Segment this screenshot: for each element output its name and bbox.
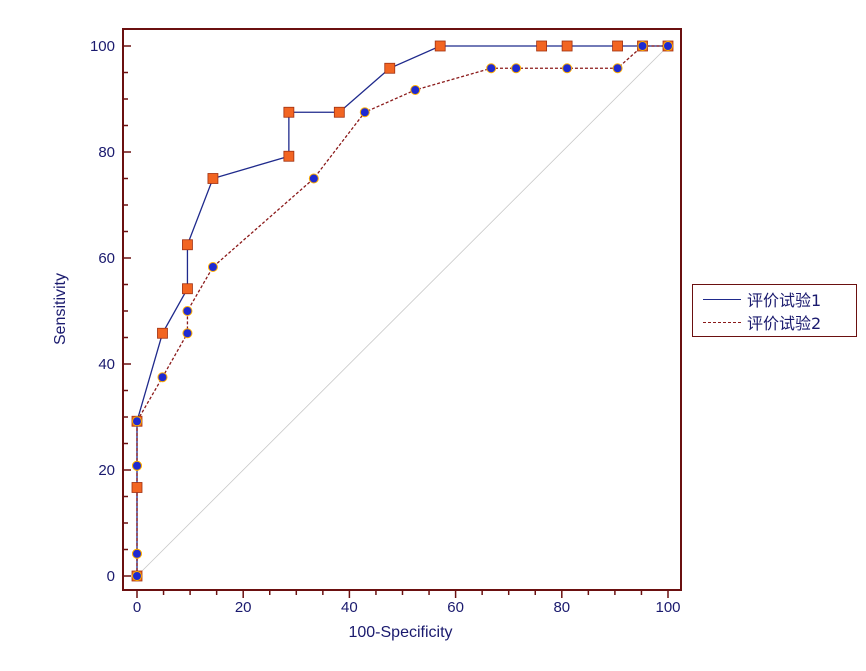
series-1-point [434, 40, 446, 52]
plot-frame [122, 28, 682, 591]
series-2-point [157, 372, 168, 383]
series-1-point [283, 150, 295, 162]
series-2-point [132, 548, 142, 559]
series-2-point [663, 41, 673, 51]
series-2-point [562, 63, 573, 74]
series-2-point [132, 460, 142, 471]
series-2-point [612, 63, 623, 74]
y-tick-label: 80 [98, 144, 115, 161]
series-2-point [132, 416, 142, 427]
reference-line [136, 45, 669, 577]
series-1-point [207, 173, 219, 184]
series-1-point [333, 106, 345, 118]
series-1-point [384, 62, 396, 74]
series-2-point [207, 262, 218, 273]
x-tick-label: 80 [553, 599, 570, 616]
x-tick-label: 100 [655, 599, 680, 616]
series-1-point [561, 40, 573, 52]
series-2-point [182, 306, 193, 316]
y-tick-label: 40 [98, 356, 115, 373]
legend-label-series-2: 评价试验2 [747, 314, 822, 333]
series-1-point [131, 482, 143, 493]
y-tick-label: 100 [90, 38, 115, 55]
series-2-point [132, 571, 142, 581]
y-tick-label: 20 [98, 462, 115, 479]
x-tick-label: 60 [447, 599, 464, 616]
series-1-point [536, 40, 548, 52]
legend-swatch-series-2 [703, 321, 741, 323]
series-2-point [637, 41, 648, 51]
series-2-point [486, 63, 497, 74]
y-tick-label: 0 [107, 568, 115, 585]
legend-item-series-1: 评价试验1 [693, 288, 821, 310]
y-axis-title: Sensitivity [52, 273, 69, 345]
series-1-point [182, 283, 193, 295]
legend: 评价试验1 评价试验2 [692, 284, 857, 337]
legend-label-series-1: 评价试验1 [747, 291, 822, 310]
legend-item-series-2: 评价试验2 [693, 311, 821, 333]
series-2-point [359, 107, 370, 118]
x-tick-label: 0 [133, 599, 141, 616]
series-1-point [283, 106, 295, 118]
series-2-point [182, 328, 193, 339]
series-1-point [182, 239, 193, 251]
y-tick-label: 60 [98, 250, 115, 267]
series-1-point [157, 327, 168, 339]
series-2-point [308, 173, 319, 184]
x-tick-label: 20 [235, 599, 252, 616]
x-axis-title: 100-Specificity [348, 624, 452, 641]
series-2-point [511, 63, 522, 74]
x-tick-label: 40 [341, 599, 358, 616]
series-1-point [612, 40, 623, 52]
series-2-point [410, 84, 421, 95]
legend-swatch-series-1 [703, 298, 741, 300]
